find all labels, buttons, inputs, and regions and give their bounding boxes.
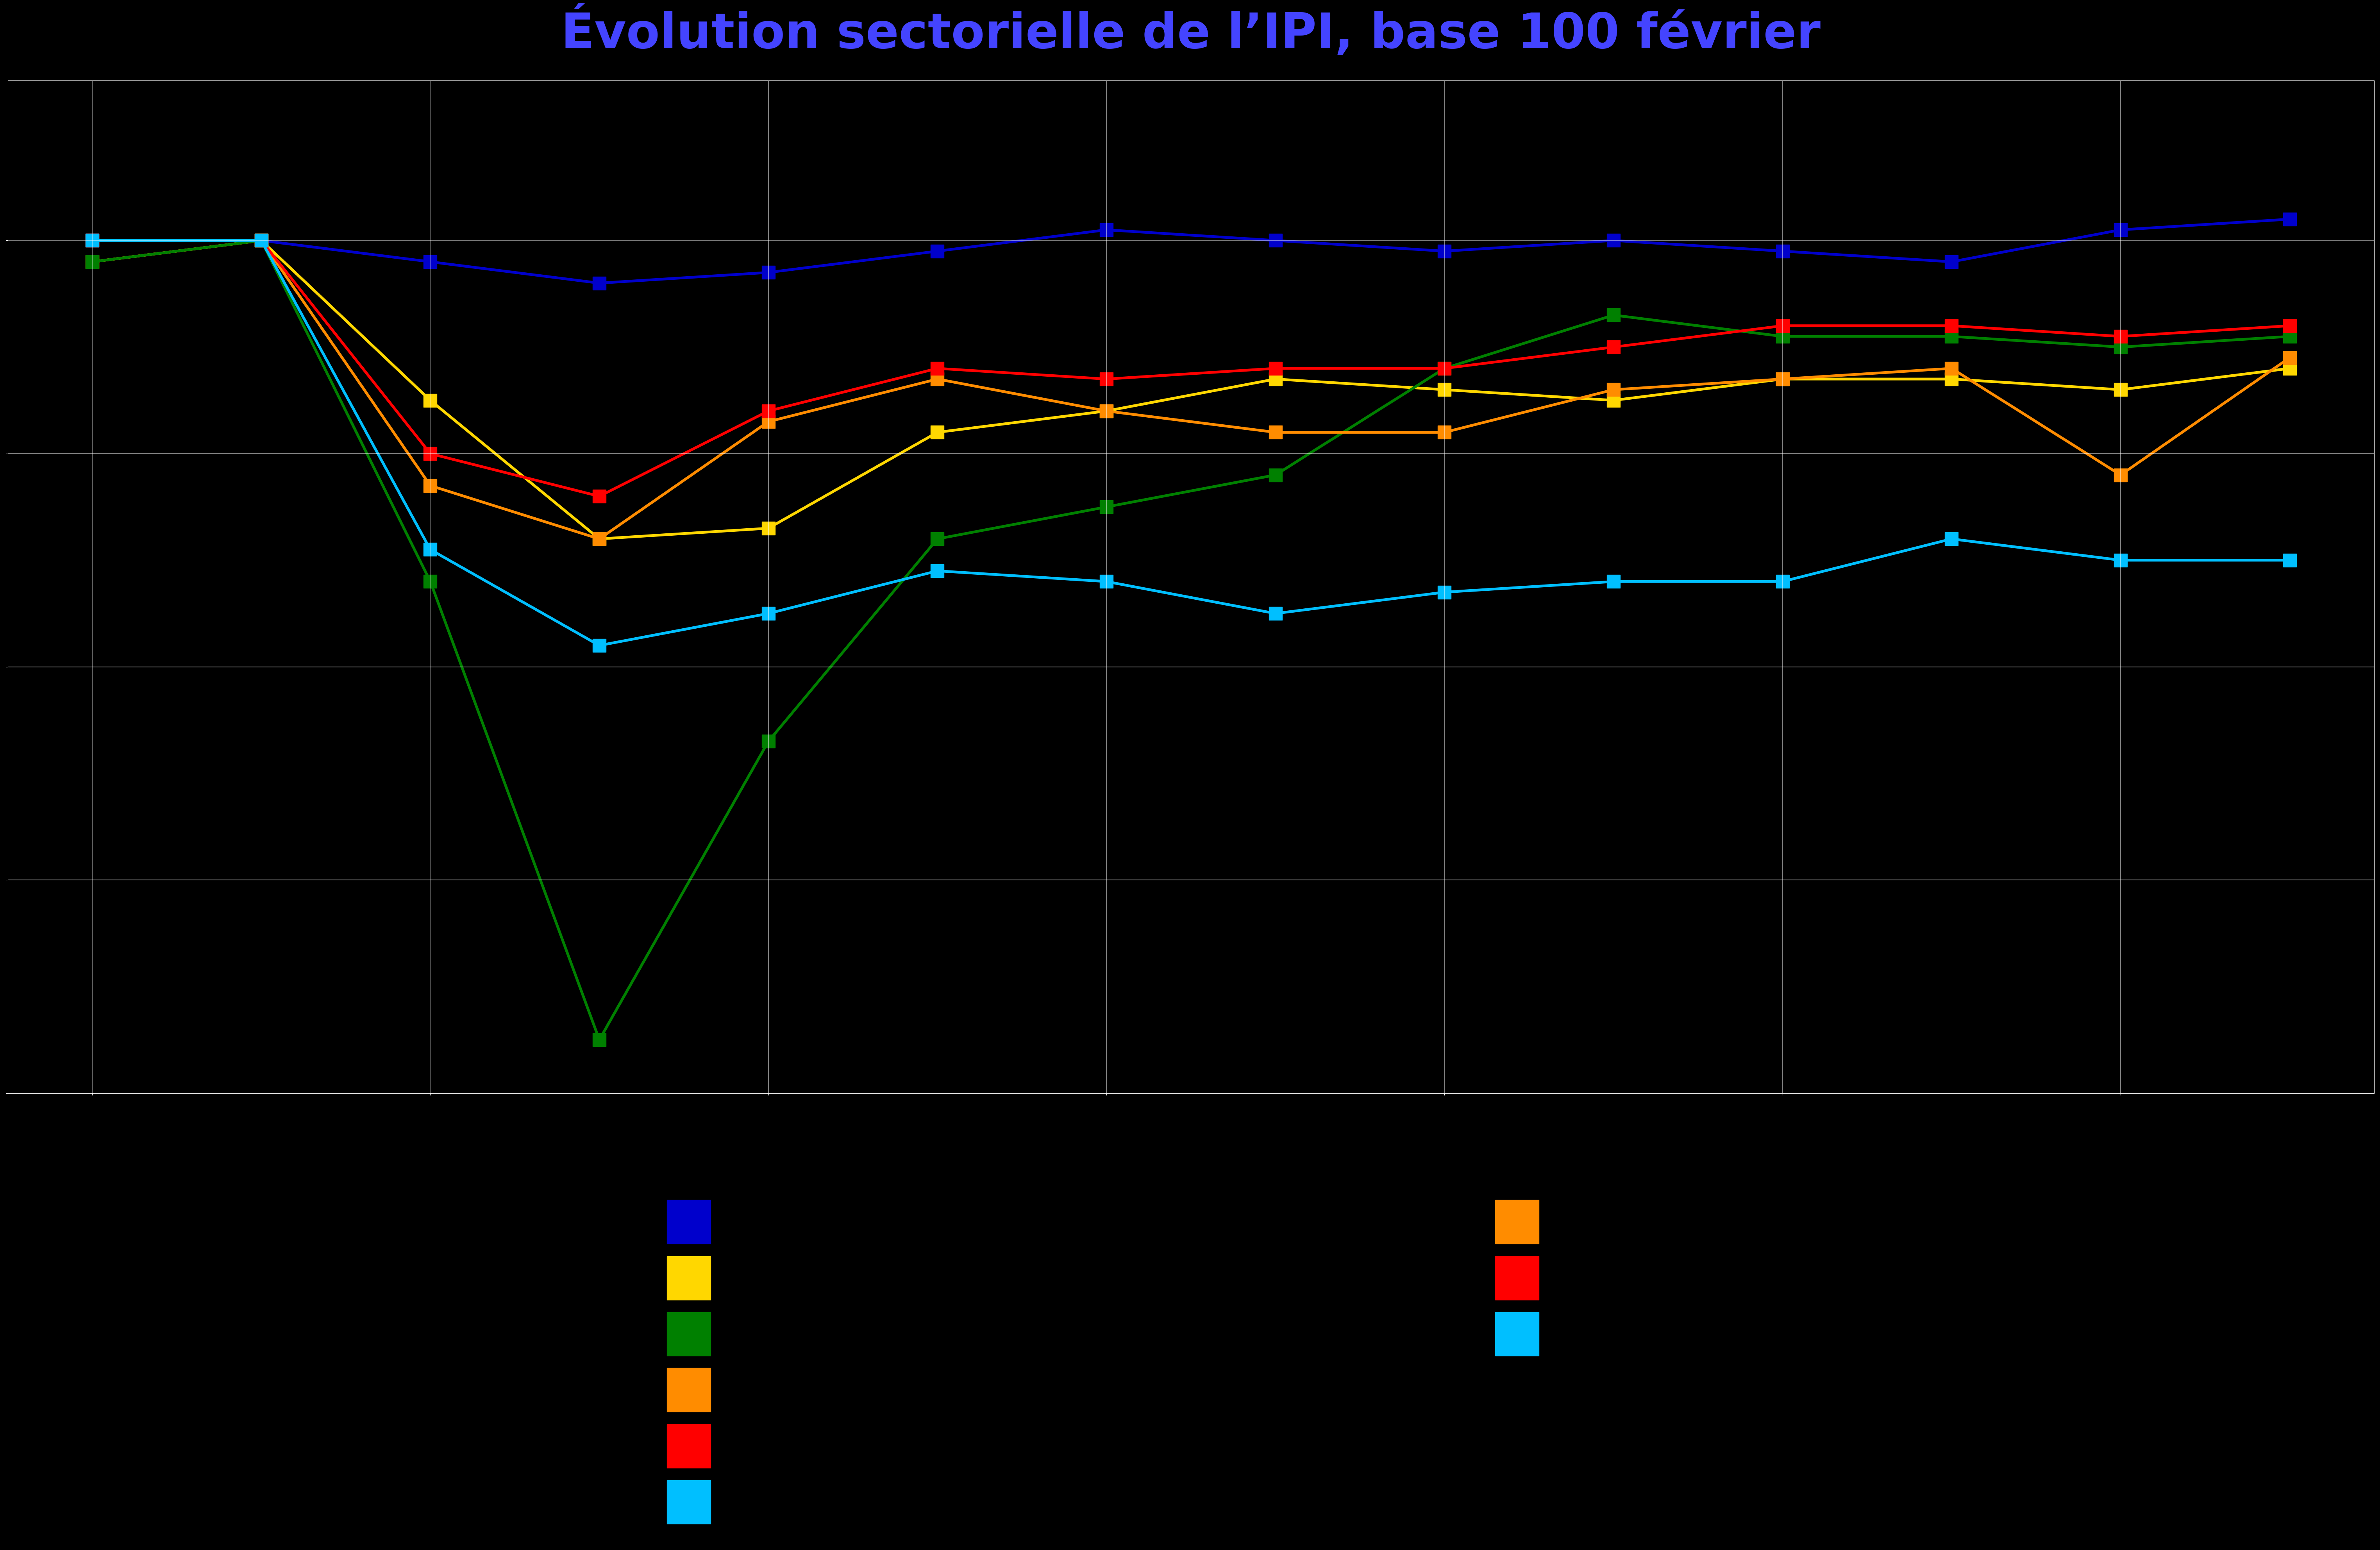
- S5: [1937, 316, 1966, 335]
- S3: [1768, 327, 1797, 346]
- S3: [1937, 327, 1966, 346]
- S5: [1599, 338, 1628, 357]
- S5: [416, 445, 445, 463]
- S2: [416, 391, 445, 409]
- Line: S2: S2: [86, 234, 2297, 546]
- S5: [248, 231, 276, 250]
- S4: [2106, 465, 2135, 484]
- S2: [79, 253, 107, 271]
- S6: [754, 605, 783, 623]
- S4: [1261, 423, 1290, 442]
- S3: [1092, 498, 1121, 516]
- S6: [2275, 550, 2304, 569]
- S3: [585, 1031, 614, 1049]
- S2: [1261, 370, 1290, 389]
- Line: S6: S6: [86, 234, 2297, 653]
- S3: [2106, 338, 2135, 357]
- S2: [2275, 360, 2304, 378]
- S2: [1768, 370, 1797, 389]
- Legend: S4, S5, S6: S4, S5, S6: [1492, 1190, 1599, 1375]
- S6: [248, 231, 276, 250]
- S3: [754, 732, 783, 750]
- S4: [248, 231, 276, 250]
- S5: [1768, 316, 1797, 335]
- S5: [79, 231, 107, 250]
- S4: [1599, 380, 1628, 398]
- S1: [1768, 242, 1797, 260]
- S5: [2106, 327, 2135, 346]
- S1: [1092, 220, 1121, 239]
- S4: [754, 412, 783, 431]
- S2: [754, 519, 783, 538]
- Title: Évolution sectorielle de l’IPI, base 100 février: Évolution sectorielle de l’IPI, base 100…: [562, 6, 1821, 59]
- S6: [2106, 550, 2135, 569]
- S2: [1599, 391, 1628, 409]
- S1: [923, 242, 952, 260]
- S1: [1430, 242, 1459, 260]
- S1: [2106, 220, 2135, 239]
- Line: S4: S4: [86, 234, 2297, 546]
- S1: [248, 231, 276, 250]
- S4: [1937, 360, 1966, 378]
- S6: [1937, 530, 1966, 549]
- S4: [923, 370, 952, 389]
- S2: [923, 423, 952, 442]
- S3: [248, 231, 276, 250]
- S4: [1092, 401, 1121, 420]
- S5: [1092, 370, 1121, 389]
- S1: [1261, 231, 1290, 250]
- S1: [585, 274, 614, 293]
- S1: [754, 264, 783, 282]
- S4: [585, 530, 614, 549]
- S3: [923, 530, 952, 549]
- Line: S5: S5: [86, 234, 2297, 504]
- S5: [1261, 360, 1290, 378]
- S2: [2106, 380, 2135, 398]
- S2: [585, 530, 614, 549]
- S4: [1430, 423, 1459, 442]
- S1: [79, 231, 107, 250]
- S6: [1092, 572, 1121, 591]
- S1: [1599, 231, 1628, 250]
- S3: [1430, 360, 1459, 378]
- S6: [585, 636, 614, 654]
- S5: [1430, 360, 1459, 378]
- S4: [2275, 349, 2304, 367]
- S2: [1937, 370, 1966, 389]
- S6: [923, 561, 952, 580]
- S4: [416, 476, 445, 494]
- S5: [923, 360, 952, 378]
- S2: [1430, 380, 1459, 398]
- S3: [79, 253, 107, 271]
- S5: [2275, 316, 2304, 335]
- S6: [1430, 583, 1459, 601]
- S3: [1261, 465, 1290, 484]
- S2: [248, 231, 276, 250]
- S6: [1261, 605, 1290, 623]
- S5: [754, 401, 783, 420]
- S6: [1768, 572, 1797, 591]
- S3: [416, 572, 445, 591]
- S5: [585, 487, 614, 505]
- S4: [1768, 370, 1797, 389]
- S6: [79, 231, 107, 250]
- S3: [1599, 305, 1628, 324]
- Line: S1: S1: [86, 212, 2297, 290]
- S1: [1937, 253, 1966, 271]
- S6: [416, 541, 445, 560]
- S6: [1599, 572, 1628, 591]
- S1: [416, 253, 445, 271]
- S4: [79, 231, 107, 250]
- S3: [2275, 327, 2304, 346]
- S1: [2275, 209, 2304, 228]
- S2: [1092, 401, 1121, 420]
- Line: S3: S3: [86, 234, 2297, 1046]
